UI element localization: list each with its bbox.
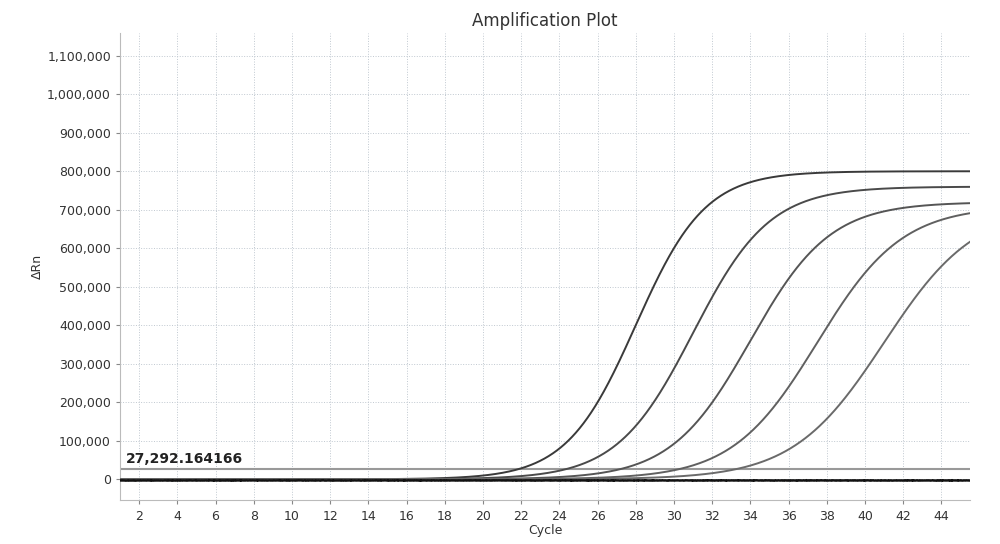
- X-axis label: Cycle: Cycle: [528, 524, 562, 537]
- Y-axis label: ΔRn: ΔRn: [31, 254, 44, 279]
- Title: Amplification Plot: Amplification Plot: [472, 11, 618, 30]
- Text: 27,292.164166: 27,292.164166: [126, 453, 243, 466]
